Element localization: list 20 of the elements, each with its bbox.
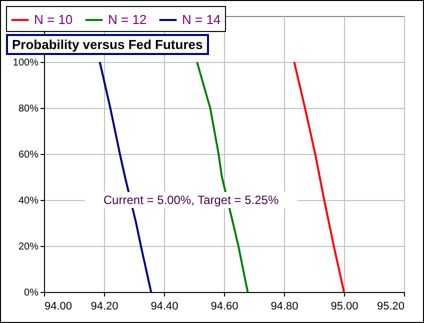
y-tick-label: 0%	[24, 288, 39, 298]
x-tick-label: 95.20	[376, 300, 404, 312]
x-tick-label: 94.20	[90, 300, 118, 312]
text: Probability versus Fed Futures	[6, 34, 209, 55]
y-tick-label: 80%	[18, 104, 39, 114]
x-tick-label: 94.40	[150, 300, 178, 312]
y-tick-label: 60%	[18, 150, 39, 160]
line-series	[293, 61, 345, 293]
x-tick-label: 94.80	[270, 300, 298, 312]
x-tick-label: 94.00	[44, 300, 72, 312]
legend-label: N = 14	[182, 12, 221, 27]
y-tick-label: 100%	[12, 58, 39, 68]
y-tick-label: 40%	[18, 196, 39, 206]
x-tick-label: 95.00	[330, 300, 358, 312]
y-tick-label: 20%	[18, 242, 39, 252]
x-tick-label: 94.60	[210, 300, 238, 312]
annotation: Current = 5.00%, Target = 5.25%	[103, 193, 279, 207]
legend-label: N = 12	[108, 12, 147, 27]
legend-label: N = 10	[34, 12, 73, 27]
line-series	[98, 61, 152, 293]
